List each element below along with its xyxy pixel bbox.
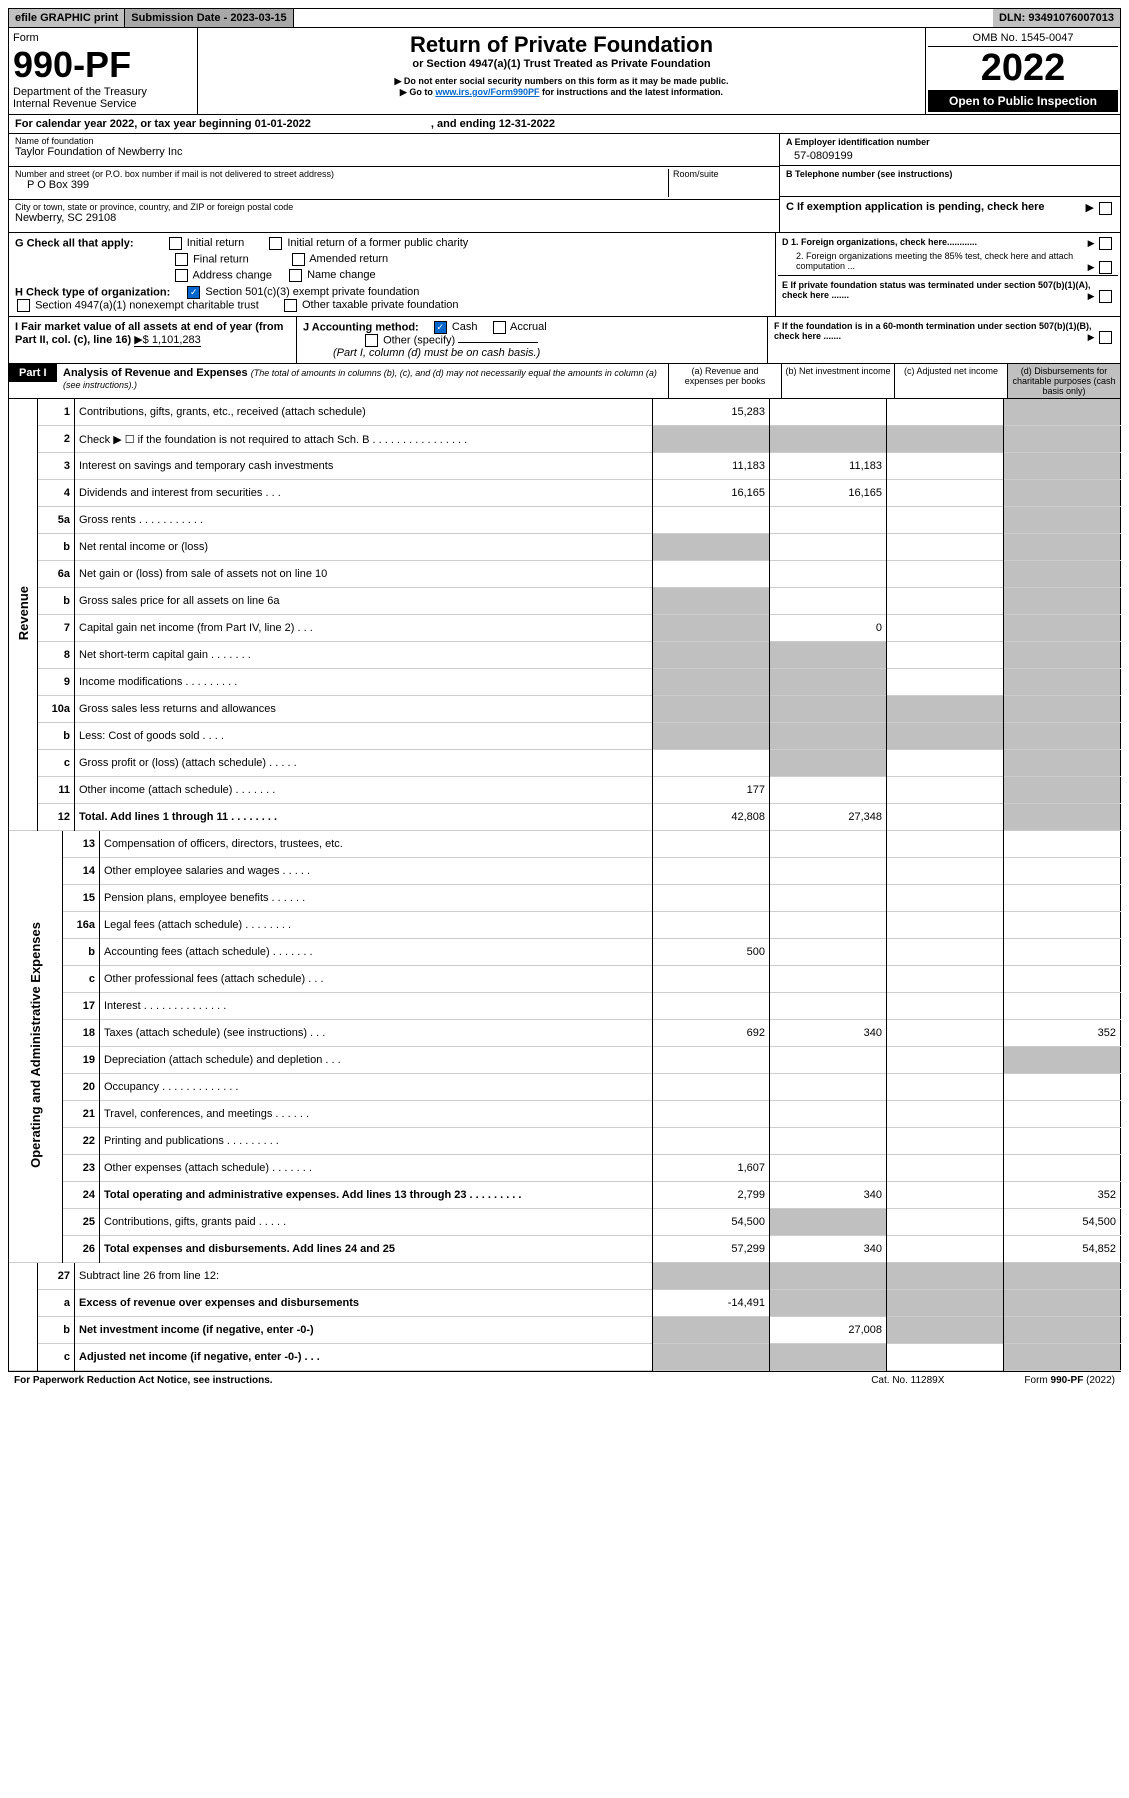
omb: OMB No. 1545-0047 (928, 30, 1118, 47)
footer: For Paperwork Reduction Act Notice, see … (8, 1371, 1121, 1389)
chk-d1[interactable] (1099, 237, 1112, 250)
dln: DLN: 93491076007013 (993, 9, 1120, 27)
dept: Department of the Treasury (13, 86, 193, 98)
city-field: City or town, state or province, country… (9, 200, 779, 232)
part1-header: Part I Analysis of Revenue and Expenses … (8, 364, 1121, 399)
form-number: 990-PF (13, 44, 193, 86)
submission-date: Submission Date - 2023-03-15 (125, 9, 293, 27)
ein-field: A Employer identification number57-08091… (780, 134, 1120, 166)
chk-name[interactable] (289, 269, 302, 282)
bottom-table: 27Subtract line 26 from line 12:aExcess … (8, 1263, 1121, 1371)
chk-initial-former[interactable] (269, 237, 282, 250)
chk-other-tax[interactable] (284, 299, 297, 312)
tax-year: 2022 (928, 47, 1118, 90)
expense-table: Operating and Administrative Expenses13C… (8, 831, 1121, 1263)
chk-501c3[interactable]: ✓ (187, 286, 200, 299)
address-field: Number and street (or P.O. box number if… (9, 167, 779, 200)
warn1: ▶ Do not enter social security numbers o… (202, 76, 921, 87)
chk-other[interactable] (365, 334, 378, 347)
section-c: C If exemption application is pending, c… (780, 197, 1120, 217)
warn2: ▶ Go to www.irs.gov/Form990PF for instru… (202, 87, 921, 98)
open-inspection: Open to Public Inspection (928, 90, 1118, 112)
form-title: Return of Private Foundation (202, 32, 921, 58)
chk-final[interactable] (175, 253, 188, 266)
foundation-name-field: Name of foundationTaylor Foundation of N… (9, 134, 779, 167)
chk-4947[interactable] (17, 299, 30, 312)
identity-grid: Name of foundationTaylor Foundation of N… (8, 134, 1121, 233)
instructions-link[interactable]: www.irs.gov/Form990PF (435, 87, 539, 97)
revenue-table: Revenue1Contributions, gifts, grants, et… (8, 399, 1121, 831)
form-label: Form (13, 32, 193, 44)
chk-address[interactable] (175, 269, 188, 282)
chk-e[interactable] (1099, 290, 1112, 303)
chk-amended[interactable] (292, 253, 305, 266)
calendar-year: For calendar year 2022, or tax year begi… (8, 115, 1121, 134)
section-g: G Check all that apply: Initial return I… (8, 233, 1121, 317)
chk-initial[interactable] (169, 237, 182, 250)
chk-accrual[interactable] (493, 321, 506, 334)
top-bar: efile GRAPHIC print Submission Date - 20… (8, 8, 1121, 28)
section-ij: I Fair market value of all assets at end… (8, 317, 1121, 364)
irs: Internal Revenue Service (13, 98, 193, 110)
form-header: Form 990-PF Department of the Treasury I… (8, 28, 1121, 115)
checkbox-c[interactable] (1099, 202, 1112, 215)
chk-cash[interactable]: ✓ (434, 321, 447, 334)
form-subtitle: or Section 4947(a)(1) Trust Treated as P… (202, 58, 921, 70)
phone-field: B Telephone number (see instructions) (780, 166, 1120, 197)
chk-d2[interactable] (1099, 261, 1112, 274)
efile-label[interactable]: efile GRAPHIC print (9, 9, 125, 27)
chk-f[interactable] (1099, 331, 1112, 344)
